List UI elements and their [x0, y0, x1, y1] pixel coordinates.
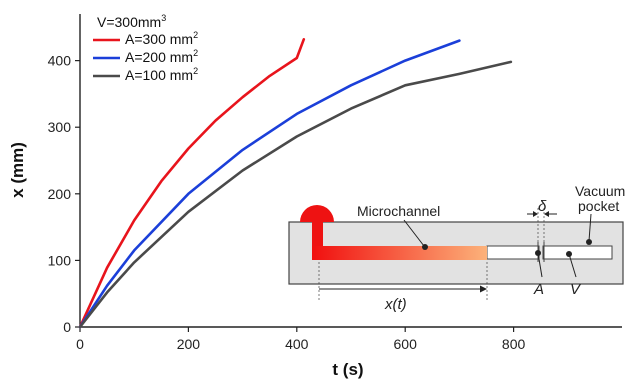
x-tick-label: 600: [394, 336, 418, 352]
v-leader: [568, 253, 577, 278]
microchannel-leader: [403, 219, 425, 247]
liquid-droplet: [300, 205, 334, 222]
delta-arrowhead-right: [544, 211, 549, 217]
x-tick-label: 800: [502, 336, 526, 352]
xt-label: x(t): [384, 296, 407, 313]
delta-label: δ: [538, 198, 547, 215]
delta-arrowhead-left: [533, 211, 538, 217]
legend-label: A=200 mm2: [125, 48, 198, 65]
a-label: A: [533, 281, 544, 298]
vacuum-leader: [588, 213, 592, 242]
y-tick-label: 200: [48, 186, 72, 202]
axes: [79, 14, 622, 328]
x-tick-label: 200: [177, 336, 201, 352]
x-tick-label: 0: [76, 336, 84, 352]
inset-schematic: δ Microchannel Vacuum pocket A V x(t): [288, 183, 625, 313]
series-line: [78, 60, 513, 329]
channel-unfilled: [486, 245, 540, 260]
legend-label: A=100 mm2: [125, 66, 198, 83]
pocket-label: pocket: [578, 198, 619, 214]
liquid-fill: [312, 246, 487, 260]
series-line: [78, 39, 461, 329]
legend-title: V=300mm3: [97, 13, 166, 30]
microchannel-dot: [422, 244, 428, 250]
y-tick-label: 100: [48, 252, 72, 268]
axis-ticks: 0 200 400 600 800 0 100 200 300 400: [48, 53, 526, 352]
microchannel-label: Microchannel: [357, 203, 440, 219]
vacuum-label: Vacuum: [575, 183, 625, 199]
series-layer: [78, 37, 513, 329]
y-tick-label: 400: [48, 53, 72, 69]
x-axis-title: t (s): [332, 360, 363, 379]
xt-arrowhead: [480, 285, 487, 293]
vacuum-dot: [586, 239, 592, 245]
series-line: [78, 37, 306, 329]
inlet-port: [312, 222, 323, 260]
y-tick-label: 0: [63, 319, 71, 335]
x-tick-label: 400: [285, 336, 309, 352]
vacuum-pocket-shape: [542, 245, 613, 260]
y-tick-label: 300: [48, 119, 72, 135]
y-axis-title: x (mm): [8, 142, 27, 198]
v-label: V: [570, 281, 582, 298]
a-leader: [537, 252, 543, 278]
legend-label: A=300 mm2: [125, 30, 198, 47]
